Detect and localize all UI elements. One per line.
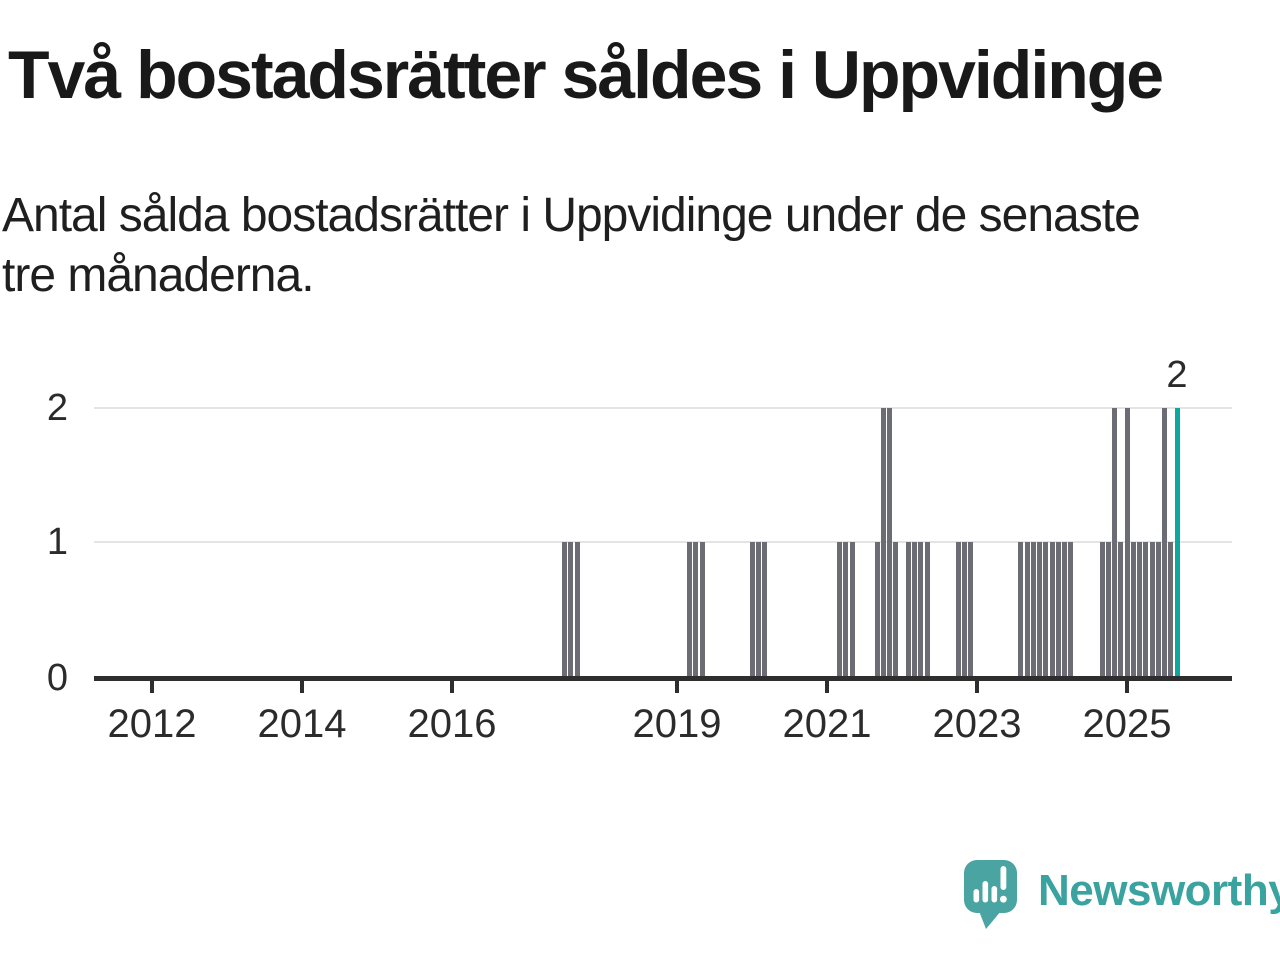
bar-2022-04	[918, 542, 924, 676]
bar-2025-07	[1162, 408, 1167, 676]
bar-2024-10	[1105, 542, 1111, 676]
x-tick-2014	[300, 681, 304, 693]
x-axis-label-2019: 2019	[632, 702, 722, 746]
bar-2019-03	[687, 542, 692, 676]
x-tick-2016	[450, 681, 454, 693]
bar-2022-11	[962, 542, 967, 676]
bar-2019-05	[699, 542, 705, 676]
bar-2024-02	[1055, 542, 1061, 676]
bar-2023-11	[1037, 542, 1042, 676]
bar-2022-12	[968, 542, 974, 676]
bar-2021-09	[874, 542, 880, 676]
bar-2022-02	[905, 542, 911, 676]
subtitle-line-1: Antal sålda bostadsrätter i Uppvidinge u…	[2, 189, 1141, 242]
x-tick-2023	[975, 681, 979, 693]
bar-2025-06	[1155, 542, 1161, 676]
bar-2019-04	[693, 542, 699, 676]
bar-2021-04	[843, 542, 849, 676]
bar-2024-09	[1099, 542, 1105, 676]
x-axis-label-2023: 2023	[932, 702, 1022, 746]
bar-2023-10	[1030, 542, 1036, 676]
bar-2024-03	[1062, 542, 1067, 676]
gridline-y2	[94, 407, 1232, 409]
highlight-value-label: 2	[1166, 354, 1188, 396]
bar-2023-09	[1024, 542, 1030, 676]
bar-2024-01	[1049, 542, 1055, 676]
bar-2025-01	[1124, 408, 1130, 676]
bar-2024-12	[1118, 542, 1124, 676]
bar-2025-03	[1137, 542, 1142, 676]
x-tick-2021	[825, 681, 829, 693]
bar-2025-08	[1168, 542, 1174, 676]
bar-2021-05	[849, 542, 855, 676]
bar-2024-11	[1112, 408, 1117, 676]
bar-2024-04	[1068, 542, 1074, 676]
y-axis-label-2: 2	[46, 387, 68, 429]
newsworthy-speech-bubble-chart-icon	[964, 860, 1017, 929]
x-axis-label-2016: 2016	[407, 702, 497, 746]
bar-2022-10	[955, 542, 961, 676]
bar-2023-12	[1043, 542, 1049, 676]
x-tick-2025	[1125, 681, 1129, 693]
bar-2017-07	[562, 542, 567, 676]
x-axis-label-2025: 2025	[1082, 702, 1172, 746]
bar-2025-05	[1149, 542, 1155, 676]
x-tick-2019	[675, 681, 679, 693]
bar-2021-11	[887, 408, 892, 676]
bar-2020-03	[762, 542, 767, 676]
bar-2021-10	[880, 408, 886, 676]
y-axis-label-1: 1	[46, 521, 68, 563]
bar-2020-01	[749, 542, 755, 676]
gridline-y1	[94, 541, 1232, 543]
bar-2017-09	[574, 542, 580, 676]
bar-2025-04	[1143, 542, 1149, 676]
subtitle-line-2: tre månaderna.	[2, 249, 315, 302]
newsworthy-wordmark: Newsworthy	[1038, 866, 1280, 915]
chart-subtitle: Antal sålda bostadsrätter i Uppvidinge u…	[2, 186, 1141, 306]
bar-2025-02	[1130, 542, 1136, 676]
y-axis-label-0: 0	[46, 657, 68, 699]
bar-2020-02	[755, 542, 761, 676]
chart-title: Två bostadsrätter såldes i Uppvidinge	[8, 37, 1164, 113]
bar-2025-09	[1174, 408, 1180, 676]
x-axis-label-2021: 2021	[782, 702, 872, 746]
x-tick-2012	[150, 681, 154, 693]
x-axis-label-2014: 2014	[257, 702, 347, 746]
bar-2021-12	[893, 542, 899, 676]
x-axis-line	[94, 676, 1232, 681]
bar-2023-08	[1018, 542, 1024, 676]
bar-2022-03	[912, 542, 917, 676]
x-axis-label-2012: 2012	[107, 702, 197, 746]
bar-2021-03	[837, 542, 842, 676]
bar-2017-08	[568, 542, 574, 676]
bar-2022-05	[924, 542, 930, 676]
